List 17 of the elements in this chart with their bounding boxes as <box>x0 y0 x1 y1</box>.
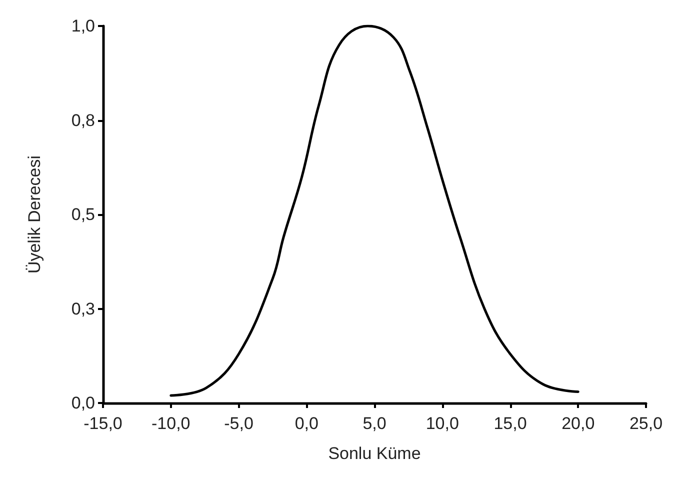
y-tick-label: 0,3 <box>71 299 95 318</box>
y-tick-label: 0,8 <box>71 110 95 130</box>
x-tick-label: 5,0 <box>362 414 386 433</box>
x-tick-label: -5,0 <box>224 414 254 433</box>
x-tick-label: 10,0 <box>426 414 459 433</box>
x-axis-title: Sonlu Küme <box>328 444 421 463</box>
x-tick-label: 20,0 <box>562 414 595 433</box>
x-tick-label: 25,0 <box>629 414 663 433</box>
y-axis-title: Üyelik Derecesi <box>25 155 44 274</box>
x-tick-label: 0,0 <box>294 414 318 433</box>
x-tick-label: -15,0 <box>84 414 122 433</box>
y-tick-label: 0,0 <box>71 394 95 412</box>
y-tick-label: 1,0 <box>71 16 95 36</box>
y-tick-label: 0,5 <box>71 205 95 224</box>
x-tick-label: -10,0 <box>152 414 190 433</box>
line-series <box>170 24 580 397</box>
x-tick-label: 15,0 <box>494 414 527 433</box>
